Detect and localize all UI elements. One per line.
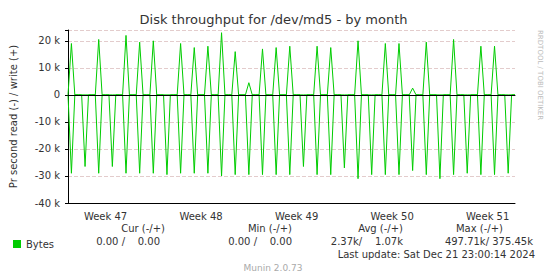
svg-text:0: 0 [54, 89, 60, 100]
svg-text:Week 48: Week 48 [179, 211, 222, 222]
svg-text:-20 k: -20 k [35, 143, 61, 154]
svg-text:Last update: Sat Dec 21 23:00:: Last update: Sat Dec 21 23:00:14 2024 [338, 249, 535, 260]
svg-text:Bytes: Bytes [26, 239, 54, 250]
svg-text:2.37k/ 1.07k: 2.37k/ 1.07k [331, 236, 403, 247]
svg-text:Week 49: Week 49 [275, 211, 318, 222]
svg-text:Munin 2.0.73: Munin 2.0.73 [244, 263, 303, 273]
svg-text:0.00 / 0.00: 0.00 / 0.00 [228, 236, 292, 247]
svg-text:Week 47: Week 47 [84, 211, 127, 222]
svg-text:Week 51: Week 51 [466, 211, 509, 222]
svg-text:10 k: 10 k [38, 62, 60, 73]
svg-text:Max (-/+): Max (-/+) [456, 223, 503, 234]
svg-text:Min (-/+): Min (-/+) [248, 223, 292, 234]
svg-text:Avg (-/+): Avg (-/+) [358, 223, 403, 234]
svg-text:-30 k: -30 k [35, 170, 61, 181]
svg-text:-40 k: -40 k [35, 198, 61, 209]
svg-text:RRDTOOL / TOBI OETIKER: RRDTOOL / TOBI OETIKER [536, 30, 544, 120]
svg-text:20 k: 20 k [38, 35, 60, 46]
svg-text:Disk throughput for /dev/md5 -: Disk throughput for /dev/md5 - by month [140, 12, 408, 27]
svg-text:Cur (-/+): Cur (-/+) [121, 223, 165, 234]
svg-text:497.71k/ 375.45k: 497.71k/ 375.45k [445, 236, 533, 247]
svg-text:-10 k: -10 k [35, 116, 61, 127]
svg-text:Week 50: Week 50 [371, 211, 414, 222]
svg-text:Pr second read (-) / write (+): Pr second read (-) / write (+) [8, 45, 19, 188]
svg-text:0.00 / 0.00: 0.00 / 0.00 [96, 236, 160, 247]
